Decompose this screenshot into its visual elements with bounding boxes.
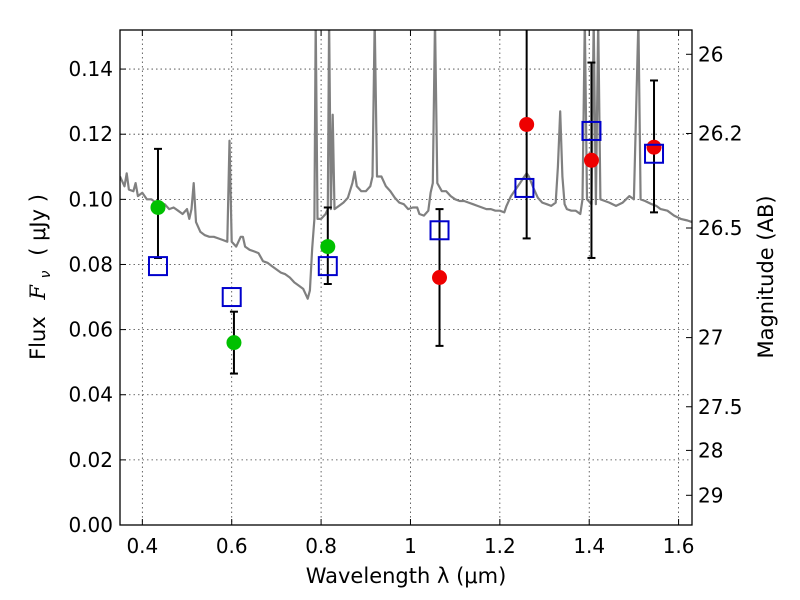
y-axis-title-unit: ( μJy ) [26, 194, 50, 256]
right-tick-label: 26 [698, 42, 723, 66]
red-points-marker [519, 116, 535, 132]
green-points-marker [150, 199, 166, 215]
grid-layer [120, 30, 692, 526]
x-tick-label: 1.2 [484, 534, 516, 558]
y-axis-title-symbol: F [26, 284, 50, 301]
ticks-layer: 0.4 0.6 0.8 1 1.2 1.4 1.6 0.00 0.02 0.04 0.06 0.08 0… [68, 30, 743, 558]
x-tick-label: 0.6 [216, 534, 248, 558]
right-tick-label: 26.5 [698, 216, 743, 240]
model-squares-marker [644, 143, 665, 164]
plot-frame [119, 29, 693, 526]
y-axis-title-subscript: ν [38, 270, 54, 278]
right-tick-label: 27.5 [698, 395, 743, 419]
y-tick-label: 0.02 [68, 448, 113, 472]
red-points-marker [646, 139, 662, 155]
sed-layer [120, 30, 692, 300]
model-squares-marker [514, 177, 535, 198]
x-tick-label: 0.4 [126, 534, 158, 558]
red-points-marker [432, 270, 448, 285]
green-points-marker [226, 335, 242, 351]
y-tick-label: 0.08 [68, 252, 113, 276]
right-tick-label: 27 [698, 326, 723, 350]
x-tick-label: 1 [404, 534, 417, 558]
y-tick-label: 0.14 [68, 57, 113, 81]
y-tick-label: 0.04 [68, 383, 113, 407]
model-squares-marker [147, 256, 168, 277]
model-squares-marker [317, 256, 338, 277]
y-axis-title-prefix: Flux [26, 316, 50, 360]
y-axis-title-right: Magnitude (AB) [754, 195, 778, 358]
green-points-marker [320, 239, 336, 255]
y-tick-label: 0.12 [68, 122, 113, 146]
y-tick-label: 0.06 [68, 318, 113, 342]
x-axis-title: Wavelength λ (μm) [306, 564, 507, 588]
right-tick-label: 28 [698, 438, 723, 462]
y-axis-title-left: Flux F ν ( μJy ) [26, 194, 55, 360]
model-squares-marker [221, 287, 242, 308]
y-tick-label: 0.10 [68, 187, 113, 211]
markers-layer [147, 30, 665, 375]
x-tick-label: 0.8 [305, 534, 337, 558]
x-tick-label: 1.4 [573, 534, 605, 558]
model-squares-marker [581, 120, 602, 141]
x-tick-label: 1.6 [663, 534, 695, 558]
right-tick-label: 26.2 [698, 121, 743, 145]
y-tick-label: 0.00 [68, 513, 113, 537]
model-squares-marker [429, 220, 450, 241]
sed-model-line [120, 30, 692, 300]
right-tick-label: 29 [698, 483, 723, 507]
red-points-marker [583, 152, 599, 168]
